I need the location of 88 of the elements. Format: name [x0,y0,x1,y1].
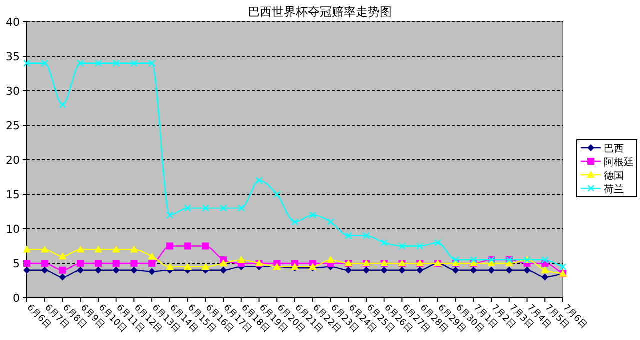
point [94,260,102,267]
y-tick-label: 10 [6,223,20,236]
point [23,246,31,253]
point [166,242,174,250]
point [416,242,424,250]
point [202,204,210,212]
point [237,256,246,264]
point [345,232,352,240]
point [220,266,228,274]
point [345,266,352,274]
point [40,246,49,253]
y-tick-label: 35 [6,50,20,64]
point [148,252,156,260]
y-tick-label: 20 [6,154,20,167]
point [130,260,138,267]
point [94,266,102,274]
point [184,242,192,250]
point [112,266,120,274]
point [41,60,48,67]
legend-label: 巴西 [604,144,624,155]
point [59,274,66,281]
point [220,204,228,212]
point [148,260,156,267]
point [184,204,192,212]
point [77,60,84,67]
point [470,256,478,264]
y-tick-label: 40 [6,16,20,29]
point [506,266,513,274]
point [184,262,192,270]
point [238,204,245,212]
point [94,60,102,67]
point [470,266,478,274]
point [58,252,67,260]
point [41,266,48,274]
point [202,242,210,250]
point [202,262,210,270]
y-tick-label: 5 [13,258,20,270]
point [77,266,84,274]
point [130,266,138,274]
legend-label: 荷兰 [604,184,624,196]
point [77,260,84,267]
point [166,212,174,219]
point [76,246,85,253]
point [112,246,120,253]
point [94,246,102,253]
y-tick-label: 15 [6,188,20,202]
point [41,260,48,267]
point [542,256,549,264]
y-tick-label: 25 [6,120,20,132]
point [130,60,138,67]
point [434,239,442,246]
point [380,266,388,274]
point [220,260,228,266]
y-tick-label: 30 [6,85,20,98]
point [23,60,31,67]
point [291,218,299,226]
point [488,266,496,274]
point [59,266,66,274]
point [398,266,406,274]
point [24,266,30,274]
point [559,263,567,271]
point [326,256,335,264]
point [112,60,120,67]
point [130,246,138,253]
legend-label: 阿根廷 [604,156,634,168]
y-tick-label: 0 [13,292,20,305]
point [541,266,550,274]
point [148,268,156,276]
point [24,260,30,267]
point [309,212,316,219]
point [452,256,460,264]
point [542,274,549,281]
point [362,266,370,274]
point [416,266,424,274]
point [148,60,156,67]
point [59,101,66,108]
point [380,239,388,246]
point [256,177,263,184]
chart-title: 巴西世界杯夺冠赔率走势图 [248,5,392,19]
point [362,232,370,240]
legend-label: 德国 [604,171,624,182]
point [327,218,334,226]
point [274,190,281,198]
point [524,266,531,274]
point [166,262,174,270]
point [398,242,406,250]
point [452,266,460,274]
point [112,260,120,267]
